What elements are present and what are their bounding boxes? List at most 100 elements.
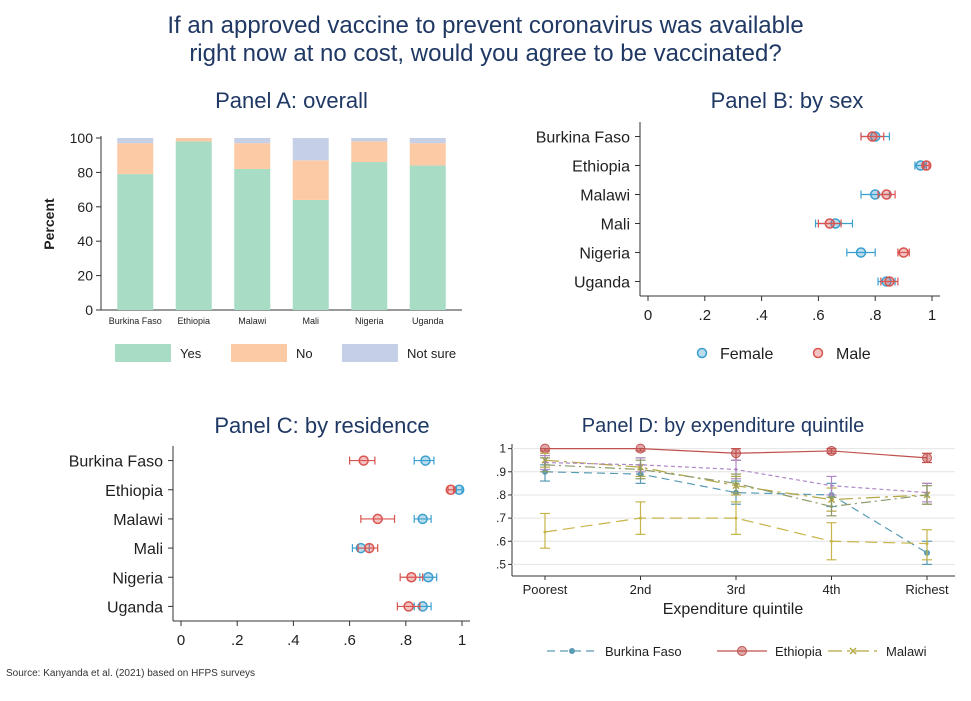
panel-d-point-ethiopia-richest bbox=[922, 452, 932, 463]
legend-marker-male bbox=[812, 347, 824, 359]
panel-d-line-burkina-faso bbox=[544, 471, 928, 554]
bar-not-sure-mali bbox=[292, 138, 329, 161]
legend-swatch-not-sure bbox=[342, 344, 398, 362]
panel-d-xtick-label: 4th bbox=[822, 582, 840, 597]
panel-b-category-label: Mali bbox=[601, 217, 630, 234]
panel-a-ytick-label: 40 bbox=[77, 233, 93, 249]
panel-d-legend-label-burkina-faso: Burkina Faso bbox=[605, 644, 682, 659]
panel-b-point-male-uganda bbox=[884, 276, 895, 287]
panel-d-point-mali-richest bbox=[925, 542, 929, 546]
bar-no-nigeria bbox=[351, 141, 388, 163]
panel-d-point-nigeria-3rd bbox=[734, 467, 738, 471]
panel-b-point-male-malawi bbox=[881, 189, 892, 200]
panel-c-category-label: Nigeria bbox=[112, 570, 163, 587]
panel-a-ytick-label: 80 bbox=[77, 164, 93, 180]
panel-c-xtick-label: 1 bbox=[458, 632, 466, 649]
panel-a-ytick-label: 60 bbox=[77, 199, 93, 215]
bar-yes-mali bbox=[292, 199, 329, 310]
panel-b-category-label: Malawi bbox=[580, 188, 630, 205]
bar-no-mali bbox=[292, 160, 329, 200]
panel-d-legend-label-malawi: Malawi bbox=[886, 644, 927, 659]
panel-c-point-urban-ethiopia bbox=[453, 484, 465, 495]
panel-d-ytick-label: .5 bbox=[496, 557, 506, 571]
panel-b-point-female-nigeria bbox=[855, 247, 867, 258]
panel-c-category-label: Burkina Faso bbox=[69, 454, 163, 471]
panel-d-point-uganda-3rd bbox=[734, 481, 738, 485]
legend-label-not-sure: Not sure bbox=[407, 346, 456, 361]
legend-swatch-no bbox=[231, 344, 287, 362]
panel-b-xtick-label: 0 bbox=[644, 307, 652, 324]
panel-b-point-male-nigeria bbox=[898, 247, 909, 258]
panel-d-point-uganda-2nd bbox=[639, 467, 642, 471]
panel-a-ytick-label: 20 bbox=[77, 268, 93, 284]
panel-d-legend-marker-burkina-faso bbox=[569, 648, 575, 654]
panel-a-xtick-label: Uganda bbox=[412, 316, 444, 326]
panel-d-point-mali-4th bbox=[830, 539, 833, 543]
panel-c-point-urban-nigeria bbox=[423, 572, 434, 583]
panel-c-category-label: Uganda bbox=[107, 599, 163, 616]
panel-d-ytick-label: .8 bbox=[496, 488, 506, 502]
panel-a-title: Panel A: overall bbox=[215, 88, 368, 113]
panel-c-point-rural-mali bbox=[364, 542, 375, 554]
panel-c-xtick-label: 0 bbox=[177, 632, 185, 649]
panel-b-xtick-label: .6 bbox=[812, 307, 825, 324]
panel-b-point-male-burkina-faso bbox=[867, 131, 878, 142]
panel-d-line-mali bbox=[544, 517, 928, 545]
panel-b-xtick-label: .4 bbox=[755, 307, 768, 324]
bar-not-sure-malawi bbox=[234, 138, 271, 144]
panel-d-point-ethiopia-2nd bbox=[635, 443, 646, 454]
panel-b-title: Panel B: by sex bbox=[711, 88, 864, 113]
panel-d-point-ethiopia-4th bbox=[826, 445, 837, 456]
panel-d-point-mali-3rd bbox=[734, 516, 738, 520]
panel-b-xtick-label: .8 bbox=[869, 307, 882, 324]
panel-c-point-rural-burkina-faso bbox=[358, 455, 369, 466]
panel-d-legend-marker-ethiopia bbox=[737, 646, 747, 656]
panel-c-point-rural-uganda bbox=[403, 601, 414, 612]
panel-c-point-rural-ethiopia bbox=[445, 484, 457, 495]
source-note: Source: Kanyanda et al. (2021) based on … bbox=[6, 668, 256, 679]
panel-a-xtick-label: Mali bbox=[302, 316, 319, 326]
bar-yes-burkina-faso bbox=[117, 174, 154, 310]
bar-not-sure-burkina-faso bbox=[117, 138, 154, 144]
panel-b-category-label: Uganda bbox=[574, 275, 630, 292]
panel-c-xtick-label: .6 bbox=[343, 632, 356, 649]
panel-a-xtick-label: Burkina Faso bbox=[109, 316, 162, 326]
panel-d-xtick-label: 2nd bbox=[630, 582, 652, 597]
panel-d-point-uganda-4th bbox=[830, 505, 833, 509]
panel-c-point-rural-malawi bbox=[372, 513, 383, 525]
panel-d-ytick-label: 1 bbox=[499, 442, 506, 456]
panel-a-xtick-label: Malawi bbox=[238, 316, 266, 326]
panel-b-xtick-label: .2 bbox=[699, 307, 712, 324]
legend-label-male: Male bbox=[836, 346, 871, 363]
panel-c-xtick-label: .2 bbox=[231, 632, 244, 649]
legend-label-no: No bbox=[296, 346, 313, 361]
panel-c-xtick-label: .8 bbox=[400, 632, 413, 649]
legend-swatch-yes bbox=[115, 344, 171, 362]
panel-b-category-label: Ethiopia bbox=[572, 159, 630, 176]
panel-a-xtick-label: Ethiopia bbox=[177, 316, 210, 326]
bar-no-malawi bbox=[234, 143, 271, 169]
panel-d-ytick-label: .9 bbox=[496, 465, 506, 479]
panel-a-ytick-label: 0 bbox=[85, 302, 93, 318]
panel-d-title: Panel D: by expenditure quintile bbox=[582, 415, 864, 437]
panel-c-point-urban-malawi bbox=[417, 513, 428, 525]
bar-yes-ethiopia bbox=[175, 141, 212, 310]
panel-a-ytick-label: 100 bbox=[70, 130, 94, 146]
panel-d-point-nigeria-4th bbox=[830, 484, 833, 488]
panel-d-point-ethiopia-poorest bbox=[540, 443, 550, 454]
panel-d-point-uganda-richest bbox=[925, 493, 929, 497]
bar-no-uganda bbox=[409, 143, 446, 166]
panel-b-xtick-label: 1 bbox=[928, 307, 936, 324]
panel-d-point-uganda-poorest bbox=[543, 463, 547, 467]
main-title: If an approved vaccine to prevent corona… bbox=[0, 12, 971, 68]
panel-b-category-label: Nigeria bbox=[579, 246, 630, 263]
legend-marker-female bbox=[696, 347, 708, 359]
bar-yes-malawi bbox=[234, 168, 271, 310]
bar-not-sure-uganda bbox=[409, 138, 446, 144]
panel-a-xtick-label: Nigeria bbox=[355, 316, 384, 326]
panel-d-point-mali-2nd bbox=[639, 516, 642, 520]
panel-b-point-male-ethiopia bbox=[921, 160, 932, 171]
main-title-line2: right now at no cost, would you agree to… bbox=[189, 40, 782, 67]
panel-a-ylabel: Percent bbox=[41, 198, 57, 250]
